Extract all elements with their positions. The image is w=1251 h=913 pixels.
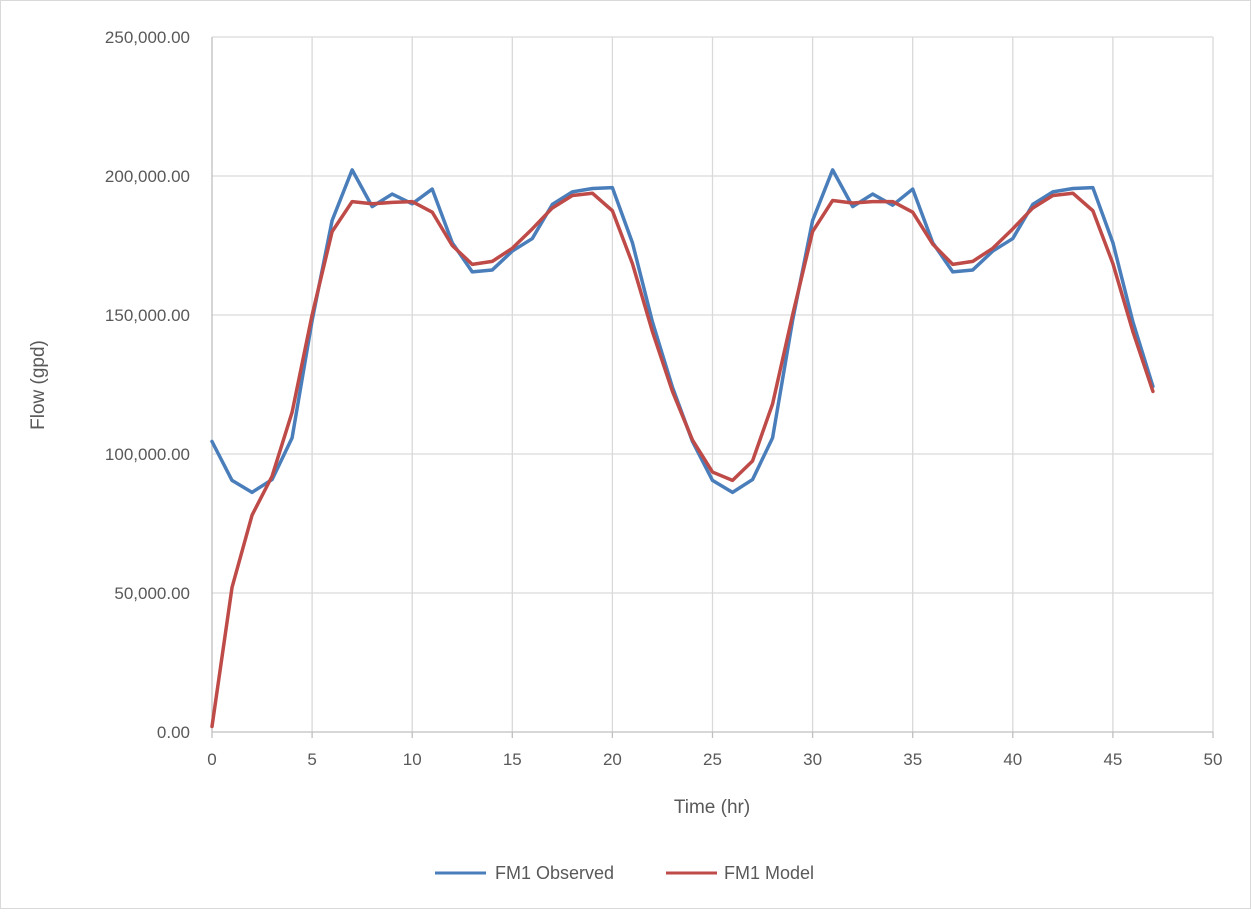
x-tick-label: 45 [1103,750,1122,769]
series [210,168,1155,729]
x-axis-title: Time (hr) [674,797,750,818]
series-line-model [210,191,1155,729]
legend: FM1 Observed FM1 Model [435,863,814,883]
y-axis-title: Flow (gpd) [28,340,49,430]
x-tick-label: 35 [903,750,922,769]
axes [211,37,1214,738]
x-tick-label: 50 [1204,750,1223,769]
tick-labels: 0 5 10 15 20 25 30 35 40 45 50 0.00 50,000.00 100,000… [105,28,1223,769]
y-tick-label: 250,000.00 [105,28,190,47]
y-tick-label: 0.00 [157,723,190,742]
x-tick-label: 5 [307,750,316,769]
series-line-observed [210,168,1155,495]
x-tick-label: 25 [703,750,722,769]
legend-label-observed: FM1 Observed [495,863,614,883]
x-tick-label: 30 [803,750,822,769]
y-tick-label: 200,000.00 [105,167,190,186]
y-tick-label: 150,000.00 [105,306,190,325]
x-tick-label: 40 [1003,750,1022,769]
x-tick-label: 15 [503,750,522,769]
y-tick-label: 100,000.00 [105,445,190,464]
x-tick-label: 20 [603,750,622,769]
legend-label-model: FM1 Model [724,863,814,883]
gridlines [212,36,1214,732]
x-tick-label: 0 [207,750,216,769]
y-tick-label: 50,000.00 [114,584,190,603]
x-tick-label: 10 [403,750,422,769]
